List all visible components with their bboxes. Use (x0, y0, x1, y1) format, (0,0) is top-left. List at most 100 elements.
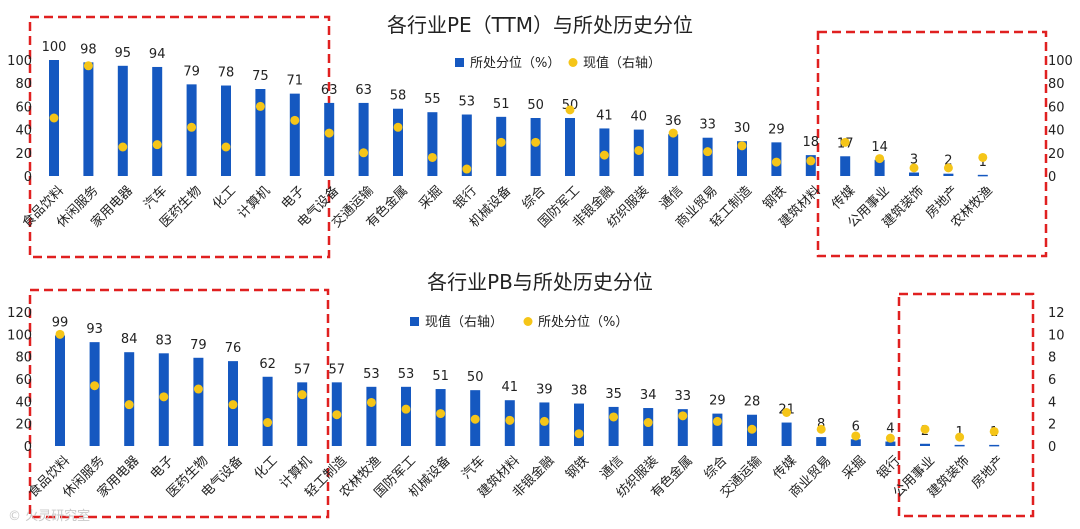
pe-bar (324, 102, 335, 176)
pb-dot (816, 424, 826, 434)
pb-bar (781, 422, 792, 446)
pe-category-label: 采掘 (416, 183, 445, 212)
pb-bar (677, 409, 688, 446)
pb-legend-bar-label: 现值（右轴） (425, 314, 503, 330)
pe-dot (565, 105, 575, 115)
pb-bar (712, 413, 723, 446)
pb-category-label: 传媒 (771, 453, 800, 482)
pb-dot (885, 433, 895, 443)
pe-right-tick: 80 (1048, 77, 1065, 92)
pe-category-label: 电子 (279, 183, 308, 212)
pe-bar (943, 173, 954, 176)
pe-data-label: 1 (979, 155, 987, 170)
pb-data-label: 51 (432, 369, 449, 384)
pe-data-label: 53 (459, 95, 476, 110)
pb-legend-dot-swatch (523, 317, 533, 326)
pe-right-tick: 40 (1048, 124, 1065, 139)
pe-legend-bar-swatch (455, 58, 464, 67)
pb-bar (816, 437, 827, 446)
pe-dot (152, 140, 162, 150)
pe-data-label: 100 (42, 40, 67, 55)
pb-data-label: 35 (605, 387, 622, 402)
pe-data-label: 18 (803, 135, 820, 150)
pb-dot (297, 390, 307, 400)
pb-dot (643, 418, 653, 428)
pb-legend-bar-swatch (410, 317, 419, 326)
pe-chart: 各行业PE（TTM）与所处历史分位 0 20 40 60 80 100 0 20 40 60 80 1… (7, 13, 1073, 259)
pe-data-label: 36 (665, 114, 682, 129)
pe-data-label: 50 (527, 98, 544, 113)
pb-dot (574, 429, 584, 439)
pe-bar (668, 134, 679, 176)
pb-bar (366, 386, 377, 446)
pe-dot (599, 150, 609, 160)
pe-dot (83, 61, 93, 71)
pe-bar (427, 112, 438, 176)
pb-data-label: 76 (225, 341, 242, 356)
pb-right-tick: 2 (1048, 418, 1056, 433)
pe-dot (324, 128, 334, 138)
pe-left-tick: 40 (15, 124, 32, 139)
pe-dot (806, 156, 816, 166)
pb-legend-dot-label: 所处分位（%） (538, 315, 628, 330)
pe-category-label: 通信 (657, 183, 686, 212)
pb-dot (470, 414, 480, 424)
pb-data-label: 8 (817, 417, 825, 432)
pb-dot (436, 409, 446, 419)
pe-dot (737, 141, 747, 151)
pe-category-label: 钢铁 (760, 183, 789, 212)
pb-data-label: 38 (571, 384, 588, 399)
pe-bar (530, 118, 541, 176)
pe-bar (702, 137, 713, 176)
pe-dot (393, 122, 403, 132)
pe-bar (152, 66, 163, 176)
pb-dot (159, 392, 169, 402)
pb-data-label: 39 (536, 382, 553, 397)
pe-category-label: 银行 (451, 183, 480, 212)
pe-right-tick: 100 (1048, 54, 1073, 69)
pe-dot (909, 163, 919, 173)
pb-bar (574, 403, 584, 446)
pb-dot (851, 431, 861, 441)
pb-data-label: 29 (709, 394, 726, 409)
pb-chart-title: 各行业PB与所处历史分位 (427, 270, 653, 294)
pb-dot (782, 408, 792, 417)
pe-data-label: 29 (768, 122, 785, 137)
pe-bar (737, 141, 747, 176)
pe-category-label: 化工 (210, 183, 239, 212)
pb-left-tick: 60 (15, 373, 32, 388)
pe-dot (359, 148, 369, 158)
pb-dot (609, 412, 619, 422)
pe-dot (531, 137, 541, 147)
pe-dot (187, 122, 197, 132)
pe-bar (805, 155, 816, 176)
pb-bar (89, 342, 100, 446)
pe-bar (289, 93, 300, 176)
pe-bar (221, 85, 231, 176)
pb-bar (920, 443, 930, 446)
pb-dot (539, 416, 549, 426)
pe-data-label: 33 (699, 118, 716, 133)
pb-chart: 各行业PB与所处历史分位 02040608010012002468101299食… (7, 270, 1065, 519)
pb-bar (954, 444, 965, 447)
pb-data-label: 53 (398, 367, 415, 382)
pe-data-label: 71 (287, 74, 304, 89)
pb-data-label: 6 (852, 419, 860, 434)
pb-category-label: 汽车 (459, 453, 489, 483)
pe-dot (255, 101, 265, 111)
pb-data-label: 83 (156, 333, 173, 348)
pb-category-label: 采掘 (840, 453, 869, 482)
pb-dot (366, 397, 376, 407)
pb-category-label: 综合 (701, 453, 730, 482)
pe-data-label: 94 (149, 47, 166, 62)
pe-dot (496, 137, 506, 147)
pb-data-label: 50 (467, 370, 484, 385)
pb-data-label: 57 (329, 362, 346, 377)
pe-bar (874, 159, 885, 176)
pe-bar (565, 118, 575, 176)
pe-data-label: 55 (424, 92, 441, 107)
pe-dot (668, 128, 678, 138)
pe-bar (909, 172, 919, 176)
pb-dot (920, 424, 930, 434)
